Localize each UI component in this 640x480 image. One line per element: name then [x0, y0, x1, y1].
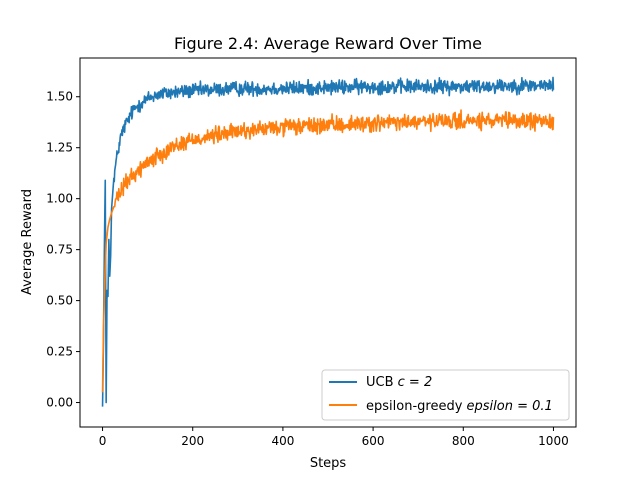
x-axis-label: Steps [310, 456, 347, 471]
plot-frame [79, 57, 577, 428]
x-tick-label: 0 [99, 434, 107, 448]
legend-entry-ucb-prefix: UCB [366, 375, 394, 390]
series-line-epsilon-greedy [101, 109, 555, 393]
legend-box [321, 369, 570, 421]
x-tick-label: 400 [271, 434, 294, 448]
legend-entry-ucb-math: c = 2 [398, 375, 433, 390]
legend-entry-epsilon-greedy-math: epsilon = 0.1 [467, 399, 553, 414]
y-tick-label: 0.25 [46, 345, 73, 359]
x-axis: 0 200 400 600 800 1000 [99, 427, 569, 448]
legend: UCB c = 2 epsilon-greedy epsilon = 0.1 [321, 369, 570, 421]
y-tick-label: 0.00 [46, 396, 73, 410]
y-tick-label: 0.50 [46, 294, 73, 308]
legend-entry-epsilon-greedy: epsilon-greedy epsilon = 0.1 [366, 399, 553, 414]
y-tick-label: 1.50 [46, 90, 73, 104]
x-tick-label: 800 [452, 434, 475, 448]
x-tick-label: 200 [181, 434, 204, 448]
legend-entry-ucb: UCB c = 2 [366, 375, 432, 390]
y-tick-label: 1.00 [46, 192, 73, 206]
legend-entry-epsilon-greedy-prefix: epsilon-greedy [366, 399, 463, 414]
chart-title: Figure 2.4: Average Reward Over Time [174, 34, 482, 53]
x-tick-label: 1000 [538, 434, 569, 448]
y-tick-label: 1.25 [46, 141, 73, 155]
y-axis: 0.00 0.25 0.50 0.75 1.00 1.25 1.50 [46, 90, 80, 410]
x-tick-label: 600 [362, 434, 385, 448]
series-layer [101, 76, 555, 407]
y-tick-label: 0.75 [46, 243, 73, 257]
y-axis-label: Average Reward [20, 189, 35, 295]
series-line-ucb [101, 76, 555, 407]
